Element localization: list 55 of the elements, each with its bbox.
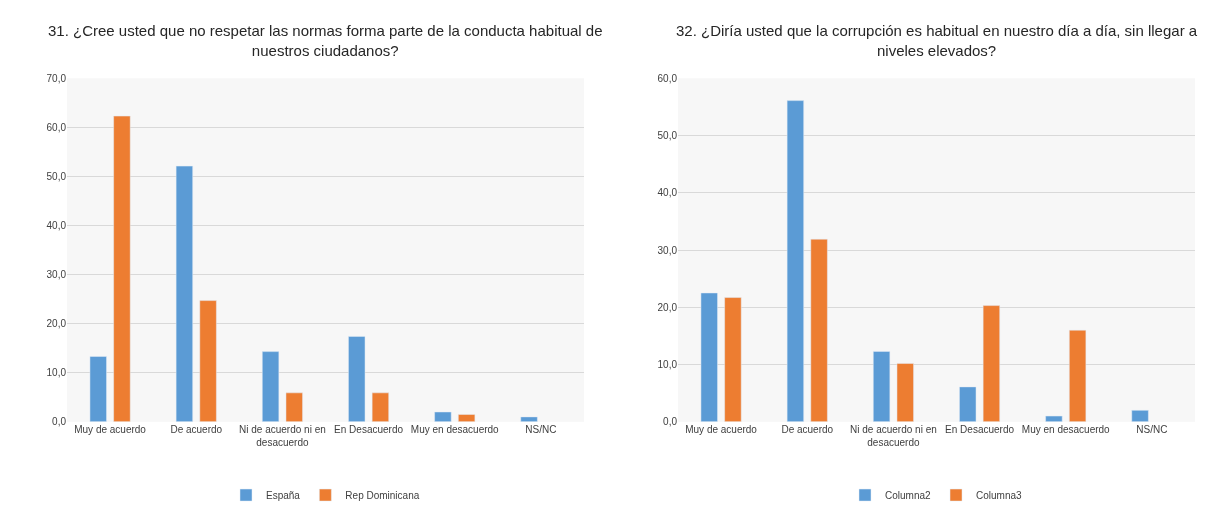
bar <box>700 292 718 422</box>
y-tick-label: 50,0 <box>657 130 678 142</box>
legend-label: Columna2 <box>885 489 932 501</box>
bar <box>982 305 1000 422</box>
y-tick-label: 0,0 <box>52 416 67 428</box>
y-tick-label: 40,0 <box>46 220 67 231</box>
bar <box>786 100 804 422</box>
legend-label: Columna3 <box>976 489 1023 501</box>
bar <box>1131 410 1149 422</box>
y-tick-label: 60,0 <box>657 72 678 84</box>
bar <box>520 416 538 422</box>
bar <box>285 392 303 422</box>
y-tick-label: 50,0 <box>46 170 67 182</box>
x-tick-label: En Desacuerdo <box>945 423 1015 435</box>
x-tick-label: Muy de acuerdo <box>685 423 758 435</box>
bar <box>113 115 131 422</box>
x-tick-label: NS/NC <box>525 423 557 435</box>
chart-title: 32. ¿Diría usted que la corrupción es habitual en nuestro día a día, sin llegar a niveles elevados? <box>676 22 1198 59</box>
bar <box>959 386 977 422</box>
legend-label: España <box>266 489 301 501</box>
bar <box>458 414 476 422</box>
bar <box>724 297 742 422</box>
x-tick-label: NS/NC <box>1136 423 1168 435</box>
bar <box>199 300 217 422</box>
y-tick-label: 0,0 <box>663 416 678 428</box>
bar <box>1045 415 1063 422</box>
y-tick-label: 30,0 <box>657 244 678 256</box>
bar <box>371 392 389 422</box>
x-tick-label: Ni de acuerdo ni en desacuerdo <box>239 423 326 448</box>
x-tick-label: En Desacuerdo <box>334 423 404 435</box>
y-tick-label: 20,0 <box>657 301 678 313</box>
bar <box>262 351 280 422</box>
x-tick-label: Muy en desacuerdo <box>410 423 500 435</box>
y-tick-label: 60,0 <box>46 121 67 133</box>
y-tick-label: 20,0 <box>46 318 67 330</box>
bar <box>896 363 914 422</box>
bar <box>810 238 828 422</box>
bar <box>434 411 452 422</box>
bar <box>348 336 366 422</box>
x-tick-label: Muy en desacuerdo <box>1021 423 1111 435</box>
y-tick-label: 10,0 <box>46 367 67 379</box>
x-tick-label: Ni de acuerdo ni en desacuerdo <box>850 423 937 448</box>
x-tick-label: De acuerdo <box>170 423 223 435</box>
bar <box>89 356 107 422</box>
y-tick-label: 30,0 <box>46 269 67 281</box>
y-tick-label: 40,0 <box>657 187 678 199</box>
bar <box>873 351 891 422</box>
x-tick-label: De acuerdo <box>781 423 834 435</box>
x-tick-label: Muy de acuerdo <box>74 423 147 435</box>
legend-label: Rep Dominicana <box>345 489 420 501</box>
chart-title: 31. ¿Cree usted que no respetar las normas forma parte de la conducta habitual de nuestros ciudadanos? <box>48 22 603 59</box>
bar <box>175 165 193 422</box>
bar <box>1069 329 1087 422</box>
y-tick-label: 10,0 <box>657 359 678 371</box>
y-tick-label: 70,0 <box>46 72 67 84</box>
